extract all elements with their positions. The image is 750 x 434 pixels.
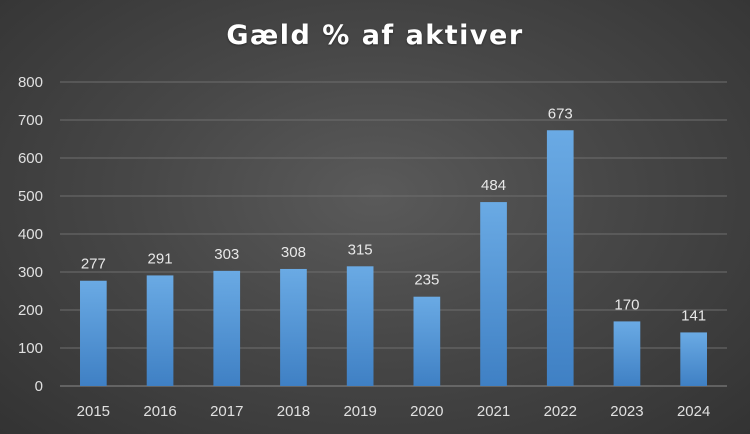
y-tick-label: 300	[18, 264, 43, 281]
bar	[680, 332, 707, 386]
x-tick-label: 2021	[477, 403, 510, 420]
y-tick-label: 800	[18, 74, 43, 91]
data-label: 484	[481, 177, 506, 194]
bar	[346, 266, 374, 386]
y-tick-label: 400	[18, 226, 43, 243]
y-tick-label: 200	[18, 302, 43, 319]
data-label: 308	[281, 244, 306, 261]
x-tick-label: 2016	[143, 403, 176, 420]
x-tick-label: 2018	[277, 403, 310, 420]
y-tick-label: 0	[35, 378, 43, 395]
data-label: 315	[348, 241, 373, 258]
data-label: 235	[414, 272, 439, 289]
bar	[280, 268, 307, 386]
x-tick-label: 2017	[210, 403, 243, 420]
data-label: 170	[614, 296, 639, 313]
y-tick-label: 600	[18, 150, 43, 167]
bar	[413, 296, 441, 386]
data-label: 303	[214, 246, 239, 263]
x-tick-label: 2015	[77, 403, 110, 420]
data-label: 673	[548, 105, 573, 122]
chart-title: Gæld % af aktiver	[226, 20, 524, 51]
data-label: 141	[681, 307, 706, 324]
x-tick-label: 2020	[410, 403, 443, 420]
x-tick-label: 2023	[610, 403, 643, 420]
x-tick-label: 2022	[544, 403, 577, 420]
bar	[146, 275, 174, 386]
data-label: 291	[148, 250, 173, 267]
y-tick-label: 500	[18, 188, 43, 205]
y-tick-label: 100	[18, 340, 43, 357]
x-tick-label: 2019	[343, 403, 376, 420]
bar	[613, 321, 641, 386]
bar	[80, 280, 107, 386]
x-tick-label: 2024	[677, 403, 710, 420]
bar	[213, 270, 241, 386]
data-label: 277	[81, 256, 106, 273]
y-tick-label: 700	[18, 112, 43, 129]
bar	[546, 130, 574, 386]
bar	[480, 202, 507, 386]
